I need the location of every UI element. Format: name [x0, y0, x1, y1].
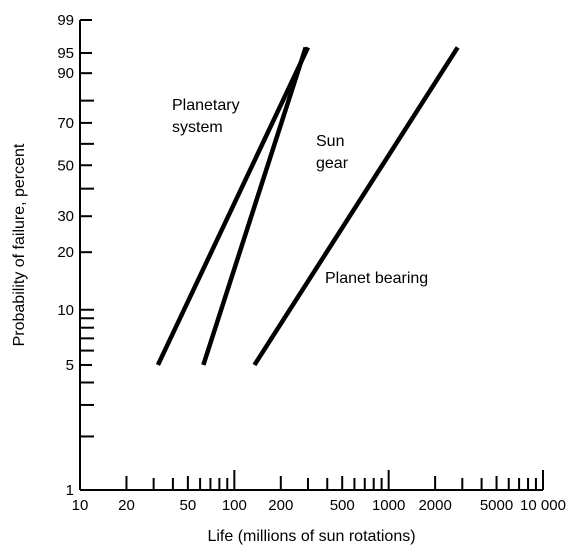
x-tick-label: 200 — [268, 497, 293, 514]
y-tick-label: 30 — [57, 208, 74, 225]
x-tick-label: 500 — [330, 497, 355, 514]
x-tick-label: 50 — [180, 497, 197, 514]
y-tick-label: 10 — [57, 302, 74, 319]
annotation-planetary-system: Planetary system — [172, 97, 240, 136]
x-tick-label: 100 — [222, 497, 247, 514]
sun-gear-line — [201, 46, 308, 366]
x-tick-label: 5000 — [480, 497, 513, 514]
y-tick-label: 20 — [57, 244, 74, 261]
y-tick-label: 90 — [57, 65, 74, 82]
y-tick-label: 5 — [66, 357, 74, 374]
series-layer — [155, 46, 460, 367]
x-tick-label: 10 — [72, 497, 89, 514]
y-tick-label: 50 — [57, 157, 74, 174]
y-tick-label: 1 — [66, 482, 74, 499]
x-tick-label: 1000 — [372, 497, 405, 514]
y-axis-label: Probability of failure, percent — [11, 143, 28, 346]
x-axis-label: Life (millions of sun rotations) — [207, 528, 415, 545]
annotation-planet-bearing: Planet bearing — [325, 270, 428, 287]
x-tick-label: 10 000 — [520, 497, 566, 514]
y-tick-label: 70 — [57, 115, 74, 132]
ticks: 1 5 10 20 30 50 70 90 95 99 10 20 50 100 200 500 1000 200… — [57, 12, 566, 514]
planet-bearing-line — [252, 46, 460, 367]
x-tick-label: 20 — [118, 497, 135, 514]
y-tick-label: 95 — [57, 45, 74, 62]
axes — [79, 20, 543, 491]
planetary-system-line — [155, 46, 311, 366]
annotation-layer: Planetary system Sun gear Planet bearing — [172, 97, 428, 287]
y-tick-label: 99 — [57, 12, 74, 29]
x-tick-label: 2000 — [418, 497, 451, 514]
annotation-sun-gear: Sun gear — [316, 133, 349, 172]
